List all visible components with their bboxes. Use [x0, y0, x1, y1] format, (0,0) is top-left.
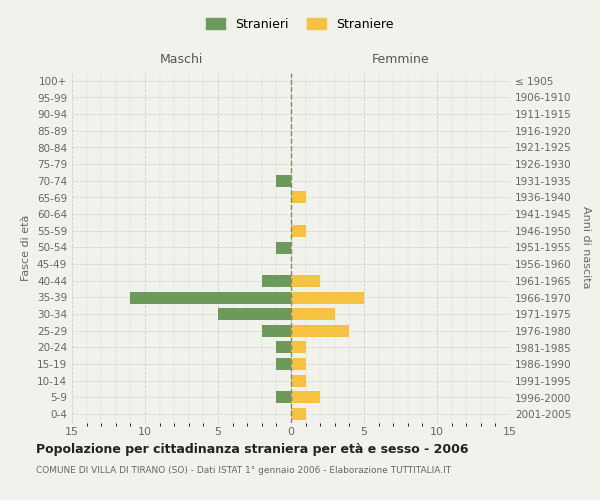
Bar: [291, 342, 305, 353]
Bar: [277, 242, 291, 254]
Bar: [291, 325, 349, 337]
Bar: [291, 358, 305, 370]
Text: Popolazione per cittadinanza straniera per età e sesso - 2006: Popolazione per cittadinanza straniera p…: [36, 442, 469, 456]
Bar: [130, 292, 291, 304]
Bar: [291, 192, 305, 203]
Text: Maschi: Maschi: [160, 53, 203, 66]
Bar: [218, 308, 291, 320]
Bar: [262, 275, 291, 287]
Y-axis label: Fasce di età: Fasce di età: [22, 214, 31, 280]
Text: Femmine: Femmine: [371, 53, 430, 66]
Bar: [277, 358, 291, 370]
Bar: [291, 392, 320, 404]
Text: COMUNE DI VILLA DI TIRANO (SO) - Dati ISTAT 1° gennaio 2006 - Elaborazione TUTTI: COMUNE DI VILLA DI TIRANO (SO) - Dati IS…: [36, 466, 451, 475]
Legend: Stranieri, Straniere: Stranieri, Straniere: [203, 14, 397, 34]
Bar: [291, 275, 320, 287]
Bar: [291, 408, 305, 420]
Y-axis label: Anni di nascita: Anni di nascita: [581, 206, 591, 288]
Bar: [291, 375, 305, 387]
Bar: [277, 392, 291, 404]
Bar: [262, 325, 291, 337]
Bar: [277, 175, 291, 187]
Bar: [277, 342, 291, 353]
Bar: [291, 225, 305, 237]
Bar: [291, 292, 364, 304]
Bar: [291, 308, 335, 320]
